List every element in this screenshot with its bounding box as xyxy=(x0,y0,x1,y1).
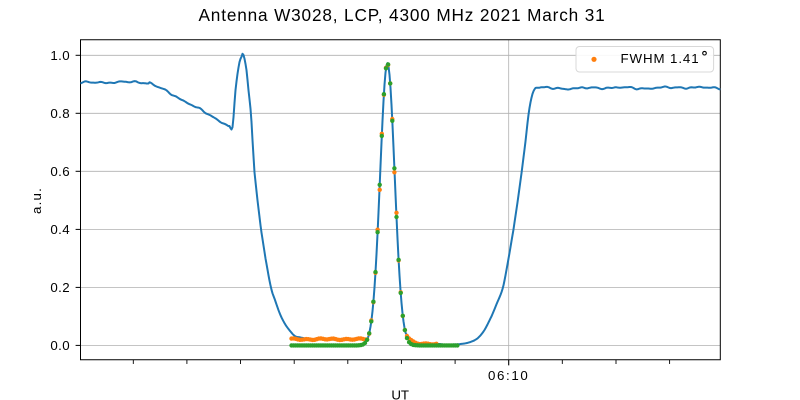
svg-text:UT: UT xyxy=(391,387,409,400)
svg-text:0.4: 0.4 xyxy=(50,222,70,237)
svg-text:0.0: 0.0 xyxy=(50,338,70,353)
svg-text:06:10: 06:10 xyxy=(488,368,529,383)
svg-text:0.8: 0.8 xyxy=(50,106,70,121)
svg-text:FWHM 1.41: FWHM 1.41 xyxy=(621,51,700,66)
svg-text:Antenna W3028, LCP, 4300 MHz 2: Antenna W3028, LCP, 4300 MHz 2021 March … xyxy=(198,5,605,25)
svg-text:0.2: 0.2 xyxy=(50,280,70,295)
svg-text:1.0: 1.0 xyxy=(50,48,70,63)
svg-text:0.6: 0.6 xyxy=(50,164,70,179)
svg-text:a.u.: a.u. xyxy=(29,187,44,214)
